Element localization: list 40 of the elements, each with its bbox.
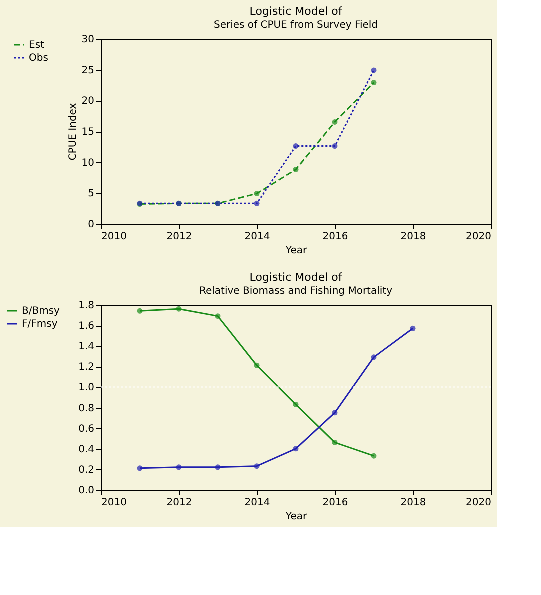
x-tick-label: 2014 <box>244 498 270 508</box>
y-tick-label: 1.0 <box>78 382 94 394</box>
x-tick-label: 2020 <box>466 498 492 508</box>
chart-subtitle: Relative Biomass and Fishing Mortality <box>199 286 393 297</box>
y-tick-label: 0.2 <box>78 464 94 476</box>
y-tick-label: 0.6 <box>78 424 94 435</box>
legend-label: Obs <box>29 53 48 64</box>
y-tick-label: 1.8 <box>78 300 94 312</box>
y-tick-label: 1.6 <box>78 321 94 332</box>
y-tick-label: 1.2 <box>78 362 94 374</box>
legend-label: B/Bmsy <box>22 306 60 317</box>
y-tick-label: 1.4 <box>78 342 94 353</box>
chart-title: Logistic Model of <box>250 271 344 284</box>
x-tick-label: 2018 <box>400 498 426 508</box>
chart-subtitle: Series of CPUE from Survey Field <box>214 20 378 31</box>
x-axis-title: Year <box>284 246 308 256</box>
x-tick-label: 2010 <box>102 232 127 242</box>
x-tick-label: 2016 <box>322 498 348 508</box>
y-tick-label: 5 <box>88 188 94 200</box>
legend-label: Est <box>29 40 45 51</box>
legend-label: F/Fmsy <box>22 319 58 330</box>
y-tick-label: 15 <box>82 127 94 138</box>
y-tick-label: 0.8 <box>78 403 94 414</box>
x-axis-title: Year <box>284 512 308 522</box>
y-tick-label: 25 <box>82 65 94 76</box>
x-tick-label: 2012 <box>166 498 192 508</box>
x-tick-label: 2016 <box>322 232 348 242</box>
y-tick-label: 20 <box>82 96 94 108</box>
y-tick-label: 10 <box>82 158 94 169</box>
x-tick-label: 2018 <box>400 232 426 242</box>
x-tick-label: 2010 <box>102 498 127 508</box>
y-tick-label: 30 <box>82 34 94 46</box>
y-axis-title: CPUE Index <box>68 103 79 161</box>
chart-title: Logistic Model of <box>250 5 344 18</box>
y-tick-label: 0.0 <box>78 486 94 496</box>
x-tick-label: 2020 <box>466 232 492 242</box>
y-tick-label: 0 <box>88 220 94 230</box>
x-tick-label: 2014 <box>244 232 270 242</box>
x-tick-label: 2012 <box>166 232 192 242</box>
y-tick-label: 0.4 <box>78 444 94 456</box>
